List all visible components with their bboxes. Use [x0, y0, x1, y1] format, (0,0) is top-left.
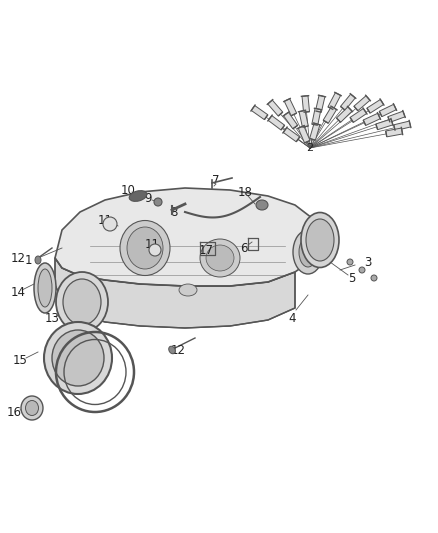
- Text: 14: 14: [11, 286, 25, 298]
- Text: 18: 18: [237, 185, 252, 198]
- Polygon shape: [386, 128, 403, 137]
- Polygon shape: [284, 99, 297, 116]
- Ellipse shape: [301, 213, 339, 268]
- Polygon shape: [323, 107, 336, 123]
- Text: 7: 7: [212, 174, 220, 187]
- Ellipse shape: [149, 244, 161, 256]
- Polygon shape: [328, 93, 341, 110]
- Polygon shape: [350, 109, 367, 123]
- Ellipse shape: [359, 267, 365, 273]
- Text: 1: 1: [24, 254, 32, 266]
- Polygon shape: [315, 95, 325, 112]
- Ellipse shape: [154, 198, 162, 206]
- Ellipse shape: [200, 239, 240, 277]
- Polygon shape: [388, 111, 405, 122]
- Ellipse shape: [56, 272, 108, 332]
- Ellipse shape: [371, 275, 377, 281]
- Text: 15: 15: [13, 353, 28, 367]
- Ellipse shape: [127, 227, 163, 269]
- Text: 11: 11: [98, 214, 113, 227]
- Text: 13: 13: [45, 311, 60, 325]
- Polygon shape: [376, 119, 393, 130]
- Polygon shape: [55, 258, 295, 328]
- Ellipse shape: [129, 191, 147, 201]
- Ellipse shape: [299, 237, 317, 267]
- Polygon shape: [367, 100, 384, 113]
- Ellipse shape: [103, 217, 117, 231]
- Text: 12: 12: [11, 252, 25, 264]
- Polygon shape: [312, 108, 321, 125]
- Text: 6: 6: [240, 241, 248, 254]
- Polygon shape: [363, 114, 380, 125]
- Ellipse shape: [120, 221, 170, 276]
- Polygon shape: [310, 123, 320, 140]
- Text: 10: 10: [120, 183, 135, 197]
- Ellipse shape: [256, 200, 268, 210]
- Polygon shape: [298, 126, 310, 143]
- Text: 9: 9: [144, 191, 152, 205]
- Ellipse shape: [169, 346, 175, 354]
- Ellipse shape: [347, 259, 353, 265]
- Polygon shape: [379, 104, 396, 117]
- Polygon shape: [299, 110, 308, 127]
- Polygon shape: [394, 121, 411, 131]
- Polygon shape: [336, 107, 352, 122]
- Polygon shape: [251, 106, 268, 119]
- Text: 11: 11: [145, 238, 159, 251]
- Ellipse shape: [63, 279, 101, 325]
- Polygon shape: [302, 96, 310, 112]
- Ellipse shape: [35, 256, 41, 264]
- Polygon shape: [55, 188, 320, 286]
- Ellipse shape: [44, 322, 112, 394]
- Ellipse shape: [52, 330, 104, 386]
- Polygon shape: [354, 96, 370, 111]
- Text: 16: 16: [7, 406, 21, 418]
- Text: 17: 17: [198, 244, 213, 256]
- Text: 5: 5: [348, 271, 356, 285]
- Polygon shape: [268, 116, 285, 130]
- Ellipse shape: [38, 269, 52, 307]
- Ellipse shape: [179, 284, 197, 296]
- Polygon shape: [283, 127, 300, 142]
- Ellipse shape: [306, 219, 334, 261]
- Text: 4: 4: [288, 311, 296, 325]
- Polygon shape: [283, 112, 298, 129]
- Text: 19: 19: [63, 378, 78, 392]
- Ellipse shape: [25, 400, 39, 416]
- Polygon shape: [268, 100, 283, 116]
- Ellipse shape: [206, 245, 234, 271]
- Ellipse shape: [21, 396, 43, 420]
- Polygon shape: [340, 94, 355, 110]
- Text: 2: 2: [307, 143, 314, 153]
- Ellipse shape: [293, 230, 323, 274]
- Ellipse shape: [34, 263, 56, 313]
- Text: 3: 3: [364, 255, 372, 269]
- Text: 8: 8: [170, 206, 178, 219]
- Text: 12: 12: [170, 343, 186, 357]
